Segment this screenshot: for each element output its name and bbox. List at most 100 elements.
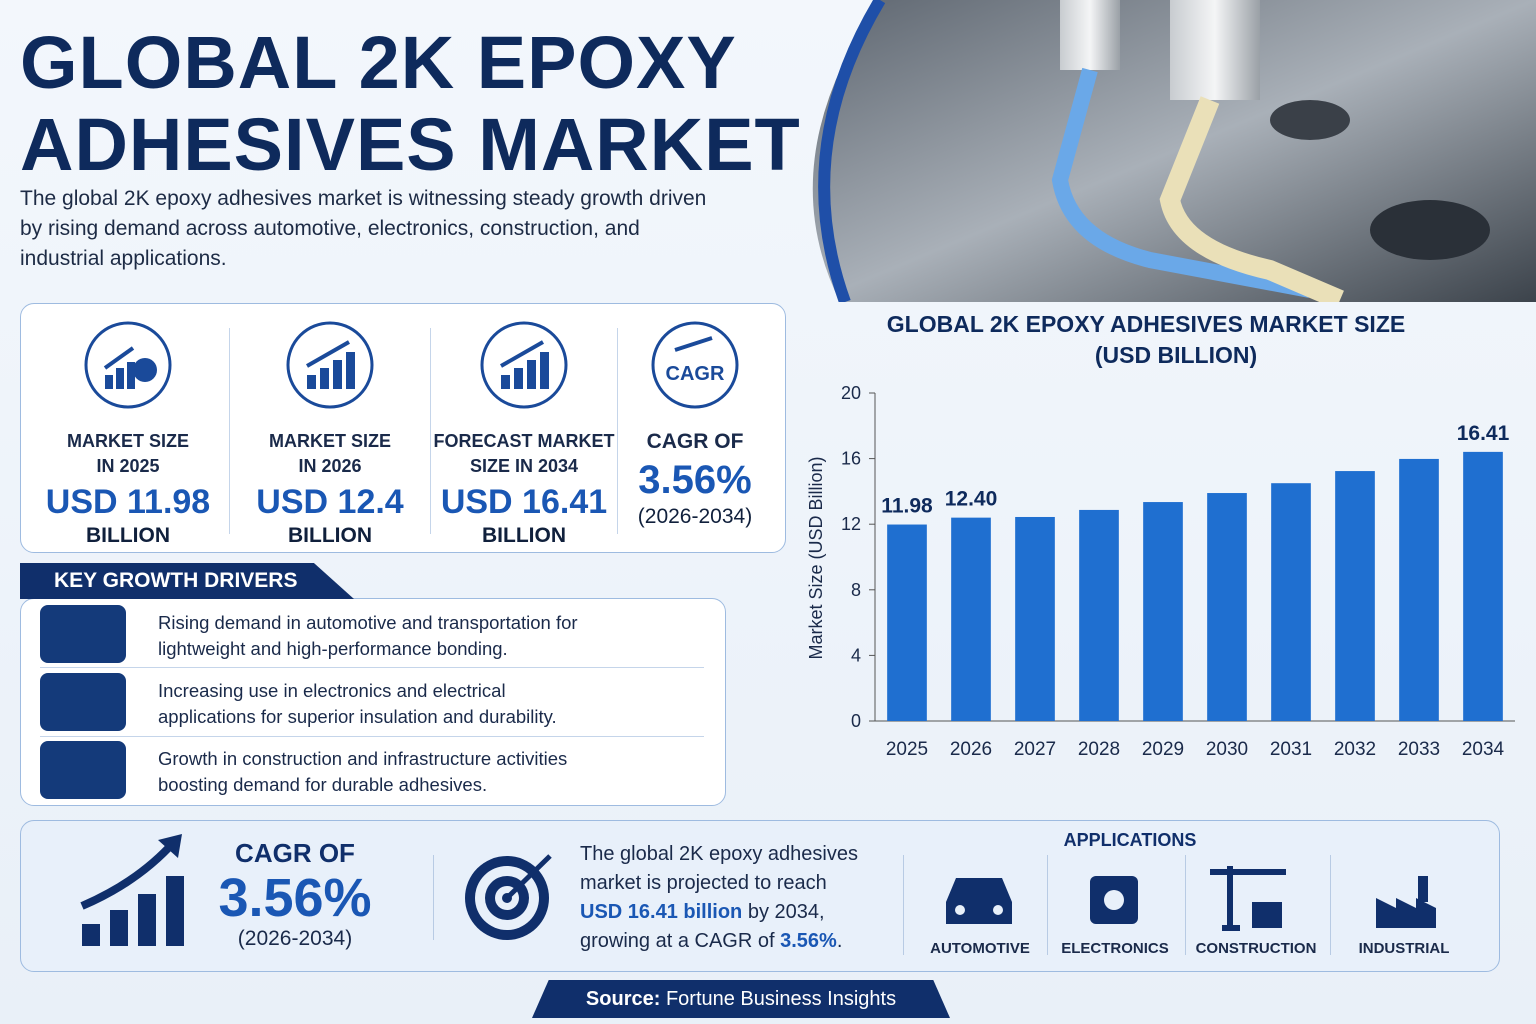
chart-title: GLOBAL 2K EPOXY ADHESIVES MARKET SIZE <box>887 311 1405 337</box>
x-tick-label: 2027 <box>1014 739 1056 760</box>
divider <box>1330 855 1331 955</box>
x-tick-label: 2033 <box>1398 739 1440 760</box>
stat-icon <box>84 321 172 409</box>
y-tick-label: 12 <box>841 514 861 534</box>
stat-unit: BILLION <box>288 524 372 547</box>
text: by 2034, growing at a CAGR of <box>580 901 825 952</box>
divider <box>903 855 904 955</box>
title: GLOBAL 2K EPOXY ADHESIVES MARKET <box>20 22 801 186</box>
application-label: CONSTRUCTION <box>1195 940 1317 957</box>
cagr-period: (2026-2034) <box>237 927 353 950</box>
application-label: ELECTRONICS <box>1061 940 1169 957</box>
bar <box>1463 451 1503 721</box>
divider <box>433 855 434 940</box>
data-label: 12.40 <box>945 488 998 511</box>
bead <box>1159 96 1344 302</box>
x-tick-label: 2029 <box>1142 739 1184 760</box>
divider <box>40 667 704 668</box>
bar <box>1207 493 1247 721</box>
application-label: AUTOMOTIVE <box>930 940 1030 957</box>
stat-label: MARKET SIZE <box>66 431 189 451</box>
x-tick-label: 2031 <box>1270 739 1312 760</box>
drivers-card <box>20 598 726 806</box>
y-tick-label: 4 <box>851 645 861 665</box>
stat-unit: (2026-2034) <box>637 505 753 528</box>
divider <box>1047 855 1048 955</box>
stat-icon: CAGR <box>651 321 739 409</box>
cagr-title: CAGR OF <box>235 838 355 868</box>
data-label: 11.98 <box>881 495 933 518</box>
divider <box>617 328 618 534</box>
bar <box>1079 509 1119 721</box>
data-label: 16.41 <box>1457 422 1510 445</box>
bar <box>1015 516 1055 721</box>
tube <box>1170 0 1260 100</box>
bar <box>1335 471 1375 721</box>
divider <box>1185 855 1186 955</box>
divider <box>430 328 431 534</box>
x-tick-label: 2030 <box>1206 739 1248 760</box>
decor <box>1270 100 1350 140</box>
y-tick-label: 16 <box>841 449 861 469</box>
drivers-title: KEY GROWTH DRIVERS <box>20 563 354 599</box>
text: The global 2K epoxy adhesives market is … <box>580 843 858 894</box>
y-axis-label: Market Size (USD Billion) <box>806 456 826 659</box>
stat-value: USD 12.4 <box>256 483 404 521</box>
decor-arc <box>818 0 886 302</box>
summary-cagr: CAGR OF 3.56% (2026-2034) <box>200 838 390 951</box>
title-line: ADHESIVES MARKET <box>20 103 801 186</box>
applications-title: APPLICATIONS <box>1063 830 1197 850</box>
driver-text: Growth in construction and infrastructur… <box>158 748 568 795</box>
source-text: Fortune Business Insights <box>665 988 897 1010</box>
y-tick-label: 8 <box>851 580 861 600</box>
description: The global 2K epoxy adhesives market is … <box>20 187 707 270</box>
text: . <box>836 930 843 952</box>
bar <box>1143 502 1183 721</box>
stat-label: IN 2026 <box>298 456 362 476</box>
divider <box>229 328 230 534</box>
bar <box>1271 483 1311 721</box>
stat-icon <box>480 321 568 409</box>
stat-icon <box>286 321 374 409</box>
stat-label: IN 2025 <box>96 456 160 476</box>
divider <box>40 736 704 737</box>
stat-value: USD 11.98 <box>45 483 211 521</box>
decor <box>1370 200 1490 260</box>
highlight: 3.56% <box>780 930 837 952</box>
chart-subtitle: (USD BILLION) <box>1095 342 1257 368</box>
driver-icon <box>40 605 126 663</box>
product-photo <box>812 0 1536 302</box>
y-tick-label: 20 <box>841 383 861 403</box>
photo-bg <box>812 0 1536 302</box>
stat-unit: BILLION <box>86 524 170 547</box>
driver-icon <box>40 741 126 799</box>
growth-icon <box>80 834 184 946</box>
y-tick-label: 0 <box>851 711 861 731</box>
source-label: Source: <box>585 988 661 1010</box>
highlight: USD 16.41 billion <box>580 901 743 923</box>
x-tick-label: 2026 <box>950 739 992 760</box>
stat: MARKET SIZE IN 2026 USD 12.4 BILLION <box>230 320 430 548</box>
bar <box>951 517 991 721</box>
target-icon <box>465 854 552 940</box>
stat: CAGR CAGR OF 3.56% (2026-2034) <box>595 320 795 529</box>
stat: FORECAST MARKET SIZE IN 2034 USD 16.41 B… <box>424 320 624 548</box>
x-tick-label: 2028 <box>1078 739 1120 760</box>
stat-label: FORECAST MARKET <box>433 431 615 451</box>
bar-chart: GLOBAL 2K EPOXY ADHESIVES MARKET SIZE (U… <box>806 311 1515 760</box>
x-tick-label: 2032 <box>1334 739 1376 760</box>
summary-text: The global 2K epoxy adhesives market is … <box>580 840 870 956</box>
driver-icon <box>40 673 126 731</box>
source: Source: Fortune Business Insights <box>532 980 950 1018</box>
application-icons <box>946 866 1436 931</box>
icon-text: CAGR <box>666 363 725 385</box>
driver-text: Rising demand in automotive and transpor… <box>158 612 578 659</box>
title-line: GLOBAL 2K EPOXY <box>20 21 737 104</box>
cagr-value: 3.56% <box>218 868 372 928</box>
stat-value: 3.56% <box>638 458 752 502</box>
x-tick-label: 2034 <box>1462 739 1505 760</box>
stat-label: SIZE IN 2034 <box>469 456 579 476</box>
stat-label: MARKET SIZE <box>268 431 391 451</box>
x-tick-label: 2025 <box>886 739 928 760</box>
